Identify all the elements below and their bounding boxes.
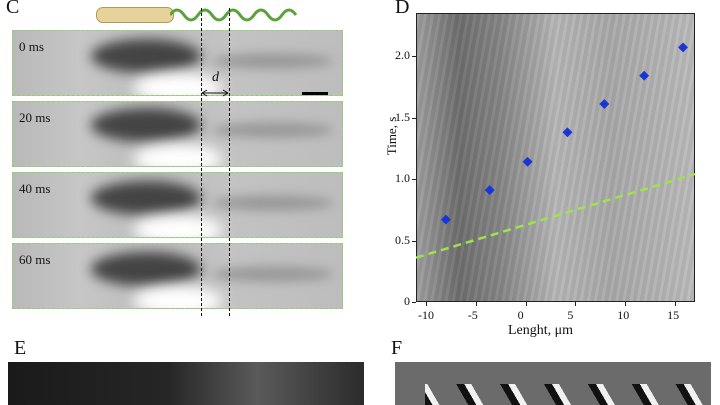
panel-e-image [8,362,364,405]
guide-line-left [201,8,202,316]
data-point [484,185,495,196]
cell-shadow [91,39,201,73]
y-tick-mark [412,117,416,119]
cell-shadow [91,108,201,142]
panel-f-image [395,362,711,405]
data-point [678,42,688,53]
data-point [522,156,533,167]
frame-time-label: 0 ms [19,39,44,54]
helix-pattern [425,384,711,405]
x-tick-mark [675,302,677,306]
x-tick-label: 10 [617,308,630,322]
frame-time-label: 60 ms [19,252,51,267]
distance-label: d [212,70,219,85]
y-tick-label: 0 [404,294,410,308]
dashed-fit-line [416,172,695,259]
bacterium-schematic [94,3,304,27]
scale-bar [302,92,328,95]
x-tick-label: -5 [467,308,478,322]
x-tick-label: 5 [567,308,574,322]
frame-20ms: 20 ms [12,101,343,167]
y-tick-label: 2.0 [395,48,410,63]
cell-halo [133,215,223,237]
cell-shadow [91,181,201,215]
x-tick-mark [625,302,627,306]
data-point [599,99,610,109]
guide-line-right [229,8,230,316]
y-tick-label: 0.5 [395,232,410,247]
x-tick-mark [575,302,577,306]
x-tick-mark [475,302,477,306]
y-tick-label: 1.0 [395,171,410,186]
cell-shadow [91,252,201,286]
panel-letter-d: D [395,0,410,18]
panel-letter-c: C [6,0,20,18]
distance-arrow [201,89,229,97]
frame-0ms: 0 ms [12,30,343,96]
y-tick-mark [412,240,416,242]
x-tick-label: -10 [417,308,434,322]
flagellum-blur [213,266,333,282]
cell-halo [133,144,223,166]
cell-halo [133,73,223,95]
cell-halo [133,286,223,308]
x-tick-mark [525,302,527,306]
y-tick-label: 1.5 [395,109,410,124]
frame-time-label: 20 ms [19,110,51,125]
frame-40ms: 40 ms [12,172,343,238]
frame-time-label: 40 ms [19,181,51,196]
flagellum-blur [213,53,333,69]
y-tick-mark [412,56,416,58]
x-axis-label: Lenght, μm [508,323,574,338]
x-tick-mark [425,302,427,306]
frame-60ms: 60 ms [12,243,343,309]
panel-letter-e: E [14,337,27,359]
flagellum-helix [170,8,298,22]
x-tick-label: 15 [667,308,680,322]
flagellum-blur [213,122,333,138]
flagellum-blur [213,195,333,211]
kymograph-plot [416,13,695,302]
kymograph-overlay [416,42,695,259]
y-tick-mark [412,302,416,303]
panel-letter-f: F [391,337,403,359]
cell-body-shape [96,7,174,23]
x-tick-label: 0 [517,308,524,322]
y-axis-label: Time, s [384,116,399,156]
data-point [639,70,650,81]
data-point [562,127,573,138]
y-tick-mark [412,179,416,181]
data-point [440,214,451,225]
